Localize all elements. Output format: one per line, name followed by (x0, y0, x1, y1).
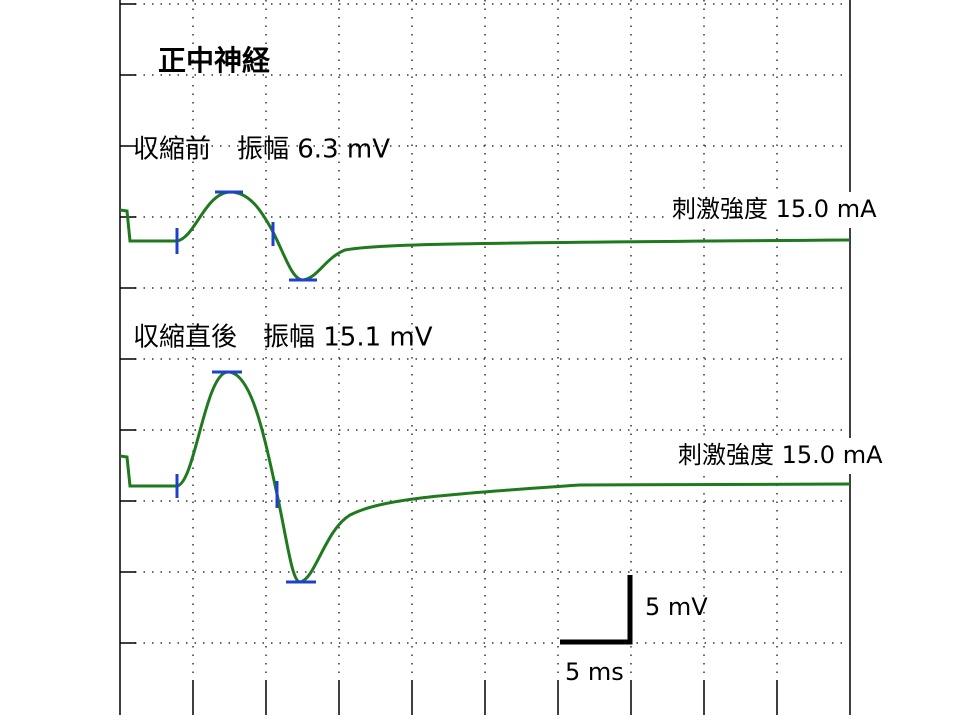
label-bg (668, 192, 938, 228)
trace-label: 収縮直後 振幅 15.1 mV (133, 323, 433, 353)
label-bg (674, 438, 944, 474)
scale-amplitude: 5 mV (645, 593, 708, 621)
scale-time: 5 ms (565, 658, 624, 686)
trace (119, 370, 851, 584)
grid (119, 0, 851, 715)
stimulus-label: 刺激強度 15.0 mA (678, 441, 883, 469)
trace-label: 収縮前 振幅 6.3 mV (133, 135, 390, 165)
scale-bar (560, 575, 633, 645)
gridlines (120, 0, 850, 715)
title: 正中神経 (158, 44, 271, 77)
stimulus-label: 刺激強度 15.0 mA (672, 195, 877, 223)
markers (175, 190, 317, 584)
